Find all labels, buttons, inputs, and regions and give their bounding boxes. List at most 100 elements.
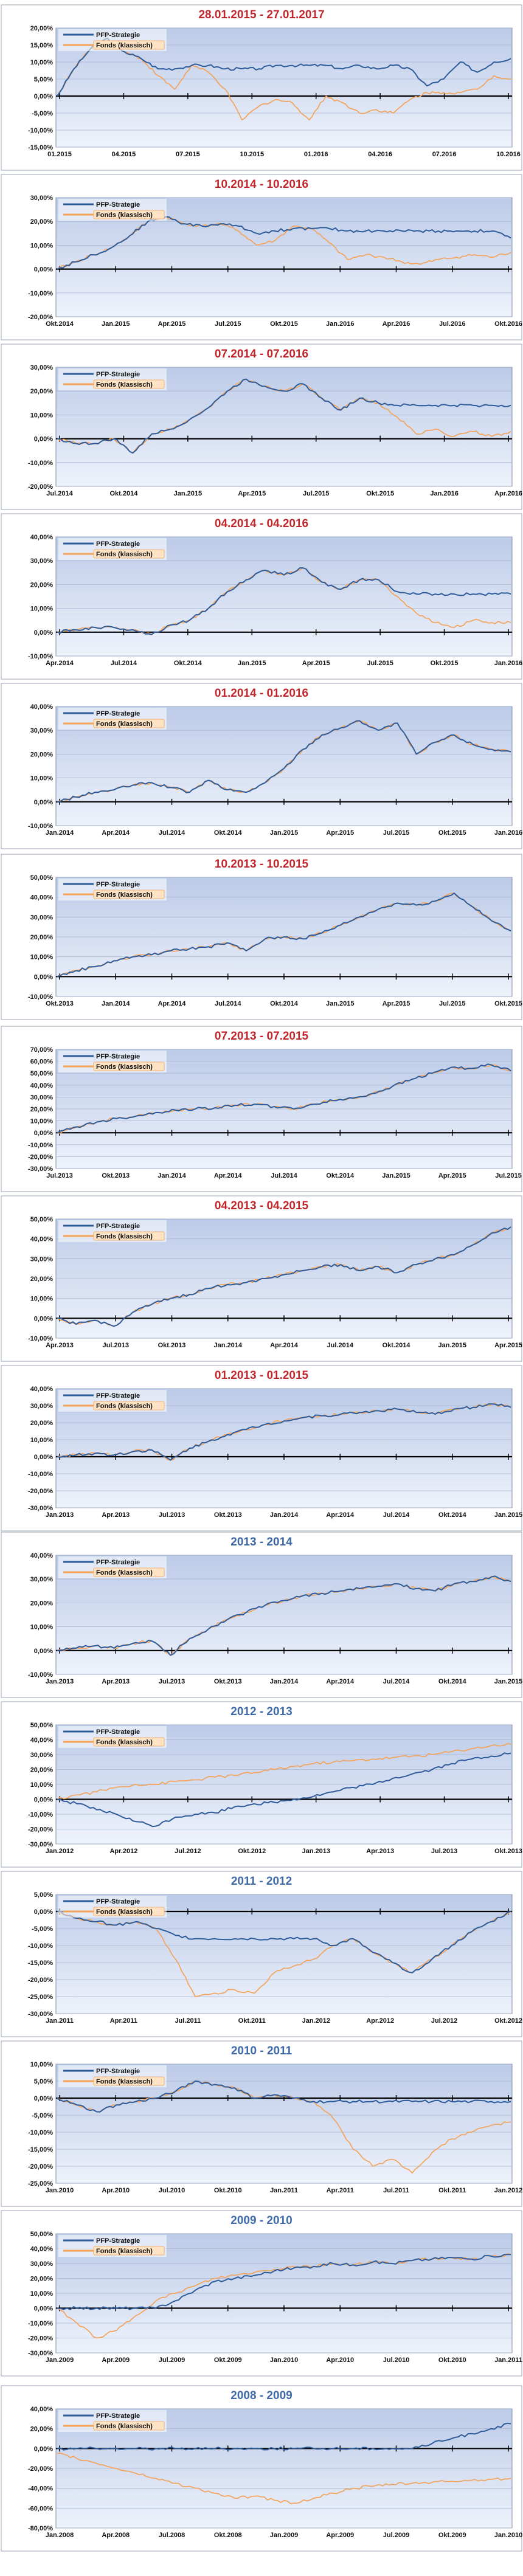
chart-title: 01.2014 - 01.2016 [215, 687, 308, 700]
x-tick-label: Okt.2012 [238, 1848, 266, 1855]
x-tick-label: Okt.2010 [214, 2187, 242, 2194]
y-tick-label: -10,00% [28, 290, 53, 297]
y-tick-label: 0,00% [34, 436, 53, 443]
x-tick-label: Jul.2009 [159, 2357, 185, 2364]
y-tick-label: -5,00% [32, 110, 53, 117]
x-tick-label: Apr.2014 [270, 1342, 299, 1349]
x-tick-label: 07.2016 [432, 151, 457, 158]
x-tick-label: Jul.2014 [46, 490, 73, 497]
x-tick-label: Jul.2015 [215, 320, 241, 328]
x-tick-label: Jul.2012 [175, 1848, 201, 1855]
series-line-pfp [57, 2422, 511, 2451]
y-tick-label: -10,00% [28, 653, 53, 660]
legend-label-fonds: Fonds (klassisch) [96, 381, 153, 388]
y-tick-label: -30,00% [28, 2350, 53, 2357]
legend: PFP-Strategie Fonds (klassisch) [58, 199, 167, 221]
y-tick-label: -10,00% [28, 1942, 53, 1950]
y-tick-label: 30,00% [30, 1576, 54, 1583]
y-tick-label: 40,00% [30, 1737, 54, 1744]
y-tick-label: 20,00% [30, 2426, 54, 2433]
x-tick-label: Okt.2009 [214, 2357, 242, 2364]
chart-panel: 2013 - 2014 40,00% 30,00% 20,00% 10,00% 0,00%… [1, 1531, 522, 1698]
x-tick-label: Apr.2014 [326, 1511, 355, 1519]
legend: PFP-Strategie Fonds (klassisch) [58, 1390, 167, 1412]
legend-label-fonds: Fonds (klassisch) [96, 891, 153, 899]
y-tick-label: 10,00% [30, 412, 54, 419]
y-tick-label: 30,00% [30, 364, 54, 371]
y-tick-label: -20,00% [28, 1826, 53, 1834]
chart-panel: 04.2013 - 04.2015 50,00% 40,00% 30,00% 20,00… [1, 1195, 522, 1362]
x-tick-label: Apr.2008 [102, 2532, 130, 2539]
x-tick-label: Jul.2008 [159, 2532, 185, 2539]
x-tick-label: Jan.2013 [46, 1678, 74, 1685]
chart-panel: 07.2013 - 07.2015 70,00% 60,00% 50,00% 40,00… [1, 1026, 522, 1192]
series-line-fonds [57, 37, 511, 121]
x-tick-label: Jan.2015 [326, 1000, 354, 1007]
y-tick-label: 40,00% [30, 1552, 54, 1559]
x-tick-label: Jan.2014 [102, 1000, 130, 1007]
legend-label-fonds: Fonds (klassisch) [96, 1739, 153, 1746]
x-tick-label: Apr.2009 [326, 2532, 354, 2539]
y-tick-label: -30,00% [28, 1841, 53, 1848]
x-tick-label: 04.2016 [368, 151, 392, 158]
x-tick-label: Jan.2009 [270, 2532, 298, 2539]
legend-label-pfp: PFP-Strategie [96, 201, 140, 209]
x-tick-label: Okt.2013 [494, 1848, 522, 1855]
y-tick-label: -40,00% [28, 2485, 53, 2493]
y-tick-label: -20,00% [28, 1977, 53, 1984]
x-tick-label: Jul.2010 [383, 2357, 409, 2364]
y-tick-label: 5,00% [34, 1891, 53, 1899]
x-tick-label: Jan.2008 [46, 2532, 74, 2539]
legend-label-fonds: Fonds (klassisch) [96, 551, 153, 558]
chart-title: 2011 - 2012 [231, 1875, 292, 1888]
y-tick-label: -20,00% [28, 1153, 53, 1161]
y-tick-label: 20,00% [30, 581, 54, 589]
y-tick-label: 10,00% [30, 2290, 54, 2298]
x-tick-label: Jan.2013 [302, 1848, 330, 1855]
x-tick-label: Jan.2014 [214, 1342, 243, 1349]
y-tick-label: -20,00% [28, 2335, 53, 2343]
x-tick-label: Jan.2012 [46, 1848, 74, 1855]
y-tick-label: -15,00% [28, 2146, 53, 2153]
legend-label-fonds: Fonds (klassisch) [96, 1403, 153, 1410]
y-tick-label: -10,00% [28, 1142, 53, 1149]
legend-label-pfp: PFP-Strategie [96, 1223, 140, 1230]
y-tick-label: 20,00% [30, 1106, 54, 1113]
x-tick-label: Jul.2009 [383, 2532, 409, 2539]
x-tick-label: Apr.2013 [102, 1511, 130, 1519]
series-line-pfp [57, 216, 511, 270]
legend: PFP-Strategie Fonds (klassisch) [58, 2065, 167, 2087]
series-line-fonds [57, 2453, 511, 2504]
y-tick-label: -20,00% [28, 2163, 53, 2170]
legend-label-fonds: Fonds (klassisch) [96, 42, 153, 49]
x-tick-label: Okt.2014 [326, 1172, 355, 1179]
x-tick-label: Jul.2012 [431, 2017, 457, 2025]
legend-label-fonds: Fonds (klassisch) [96, 2423, 153, 2430]
y-tick-label: 20,00% [30, 2276, 54, 2283]
x-tick-label: Jul.2014 [383, 1678, 410, 1685]
chart-title: 2009 - 2010 [230, 2214, 292, 2227]
x-tick-label: Okt.2016 [494, 320, 522, 328]
x-tick-label: Apr.2013 [366, 1848, 394, 1855]
legend: PFP-Strategie Fonds (klassisch) [58, 1051, 167, 1072]
x-tick-label: Apr.2015 [302, 660, 330, 667]
y-tick-label: 30,00% [30, 727, 54, 734]
x-tick-label: Jan.2014 [46, 829, 74, 837]
y-tick-label: 0,00% [34, 629, 53, 637]
x-tick-label: Jan.2015 [494, 1678, 522, 1685]
x-tick-label: Jul.2013 [159, 1511, 185, 1519]
legend: PFP-Strategie Fonds (klassisch) [58, 1220, 167, 1242]
x-tick-label: Jul.2015 [495, 1172, 521, 1179]
x-tick-label: Okt.2013 [214, 1678, 242, 1685]
y-tick-label: 10,00% [30, 1118, 54, 1125]
y-tick-label: 10,00% [30, 1296, 54, 1303]
x-tick-label: Jan.2014 [270, 1511, 299, 1519]
x-tick-label: Apr.2015 [494, 1342, 522, 1349]
x-tick-label: Apr.2009 [102, 2357, 130, 2364]
y-tick-label: 20,00% [30, 751, 54, 758]
y-tick-label: 0,00% [34, 266, 53, 274]
x-tick-label: Apr.2014 [326, 1678, 355, 1685]
x-tick-label: Okt.2015 [270, 320, 298, 328]
x-tick-label: Jan.2015 [438, 1342, 466, 1349]
